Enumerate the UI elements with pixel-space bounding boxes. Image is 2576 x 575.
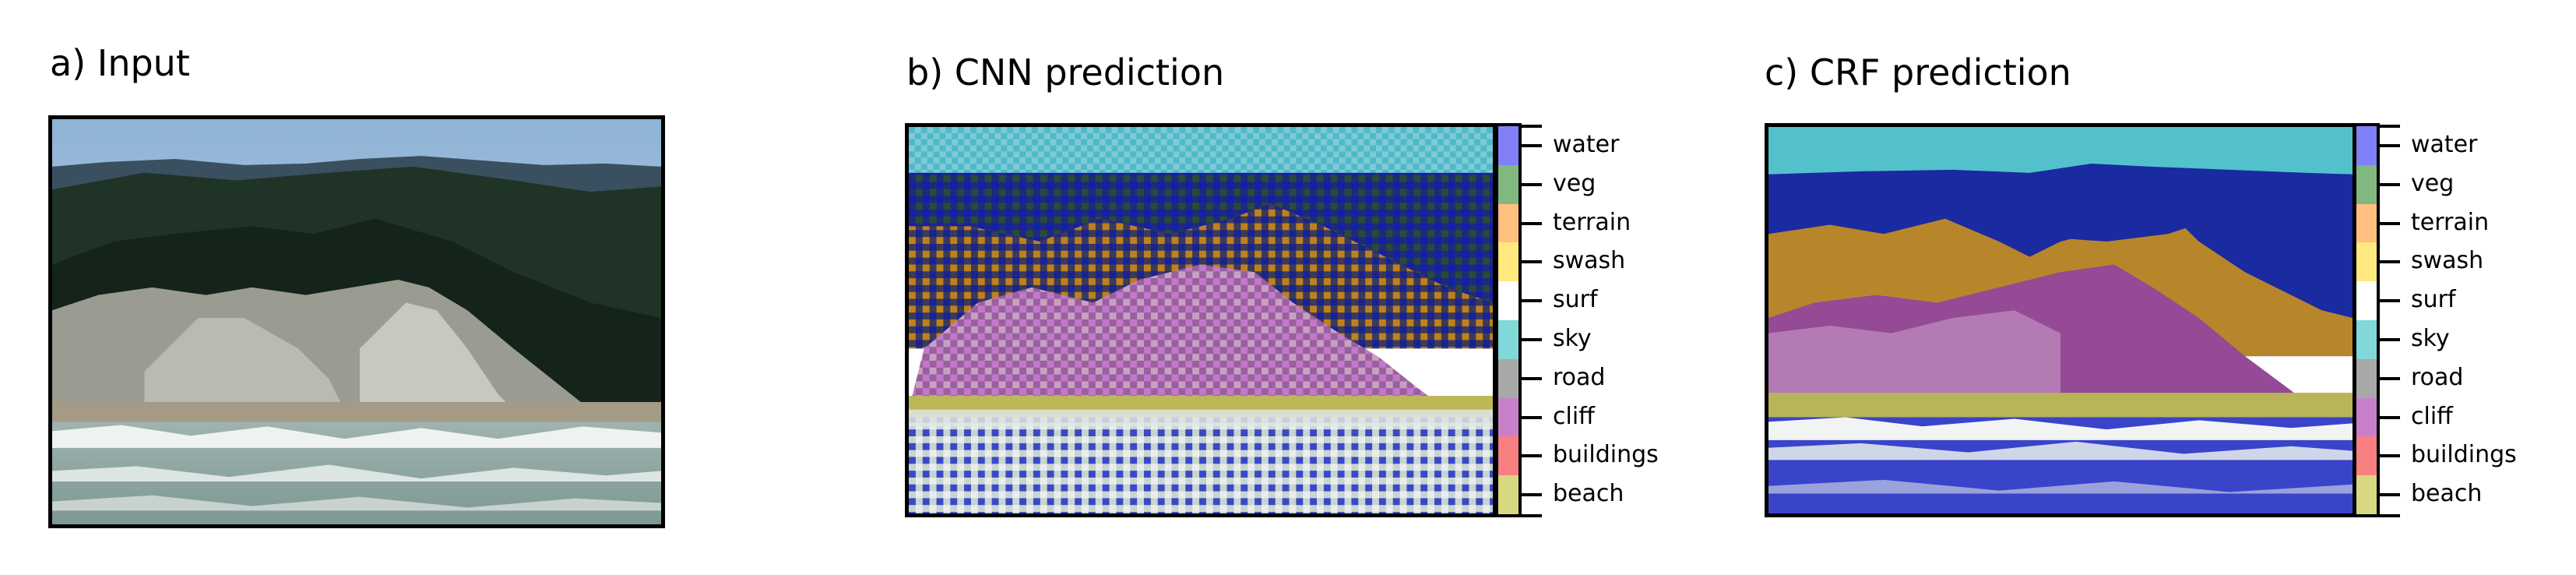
crf-label-water: water — [2411, 130, 2478, 158]
cnn-label-water: water — [1553, 130, 1620, 158]
cnn-tick-road — [1522, 376, 1542, 380]
crf-label-beach: beach — [2411, 480, 2483, 508]
panel-title-crf: c) CRF prediction — [1765, 51, 2071, 93]
cnn-label-terrain: terrain — [1553, 208, 1631, 236]
crf-label-veg: veg — [2411, 169, 2455, 197]
crf-colorbar-sky-swatch — [2356, 320, 2377, 359]
cnn-tick-cliff — [1522, 415, 1542, 419]
cnn-colorbar-veg-swatch — [1498, 164, 1519, 204]
crf-prediction-image — [1765, 123, 2356, 517]
cnn-colorbar-buildings-swatch — [1498, 436, 1519, 476]
crf-tick-veg — [2380, 182, 2400, 186]
cnn-label-road: road — [1553, 363, 1606, 391]
crf-colorbar-beach-swatch — [2356, 475, 2377, 514]
crf-label-terrain: terrain — [2411, 208, 2490, 236]
crf-tick-buildings — [2380, 454, 2400, 458]
crf-tick-road — [2380, 376, 2400, 380]
crf-label-surf: surf — [2411, 286, 2456, 314]
cnn-colorbar-surf-swatch — [1498, 281, 1519, 321]
crf-tick-terrain — [2380, 221, 2400, 225]
cnn-tick-buildings — [1522, 454, 1542, 458]
cnn-tick-terrain — [1522, 221, 1542, 225]
crf-colorbar-cliff-swatch — [2356, 397, 2377, 437]
crf-edge-tick — [2380, 514, 2400, 517]
crf-colorbar-surf-swatch — [2356, 281, 2377, 321]
cnn-edge-tick — [1522, 514, 1542, 517]
crf-colorbar-swash-swatch — [2356, 242, 2377, 282]
crf-label-buildings: buildings — [2411, 441, 2517, 469]
cnn-label-buildings: buildings — [1553, 441, 1659, 469]
cnn-edge-tick — [1522, 125, 1542, 128]
cnn-prediction-image — [905, 123, 1497, 517]
cnn-colorbar-swash-swatch — [1498, 242, 1519, 282]
crf-tick-swash — [2380, 260, 2400, 264]
crf-colorbar-water-swatch — [2356, 126, 2377, 165]
cnn-label-cliff: cliff — [1553, 402, 1595, 430]
cnn-tick-water — [1522, 143, 1542, 147]
crf-colorbar-terrain-swatch — [2356, 203, 2377, 243]
crf-label-sky: sky — [2411, 324, 2450, 352]
cnn-colorbar-terrain-swatch — [1498, 203, 1519, 243]
cnn-label-swash: swash — [1553, 247, 1626, 275]
cnn-label-sky: sky — [1553, 324, 1592, 352]
cnn-colorbar-water-swatch — [1498, 126, 1519, 165]
crf-colorbar-road-swatch — [2356, 358, 2377, 398]
cnn-label-surf: surf — [1553, 286, 1598, 314]
input-image — [48, 115, 665, 528]
cnn-colorbar-cliff-swatch — [1498, 397, 1519, 437]
crf-colorbar-veg-swatch — [2356, 164, 2377, 204]
cnn-tick-sky — [1522, 337, 1542, 341]
crf-label-road: road — [2411, 363, 2464, 391]
crf-edge-tick — [2380, 125, 2400, 128]
cnn-colorbar — [1495, 123, 1522, 517]
cnn-tick-veg — [1522, 182, 1542, 186]
crf-label-cliff: cliff — [2411, 402, 2453, 430]
crf-colorbar — [2353, 123, 2380, 517]
crf-tick-water — [2380, 143, 2400, 147]
cnn-colorbar-beach-swatch — [1498, 475, 1519, 514]
cnn-tick-beach — [1522, 493, 1542, 497]
cnn-colorbar-sky-swatch — [1498, 320, 1519, 359]
crf-tick-surf — [2380, 299, 2400, 303]
cnn-tick-swash — [1522, 260, 1542, 264]
crf-tick-beach — [2380, 493, 2400, 497]
cnn-label-beach: beach — [1553, 480, 1624, 508]
crf-tick-sky — [2380, 337, 2400, 341]
cnn-label-veg: veg — [1553, 169, 1596, 197]
crf-tick-cliff — [2380, 415, 2400, 419]
crf-label-swash: swash — [2411, 247, 2484, 275]
crf-colorbar-buildings-swatch — [2356, 436, 2377, 476]
panel-title-input: a) Input — [50, 42, 190, 84]
cnn-colorbar-road-swatch — [1498, 358, 1519, 398]
panel-title-cnn: b) CNN prediction — [906, 51, 1225, 93]
cnn-tick-surf — [1522, 299, 1542, 303]
